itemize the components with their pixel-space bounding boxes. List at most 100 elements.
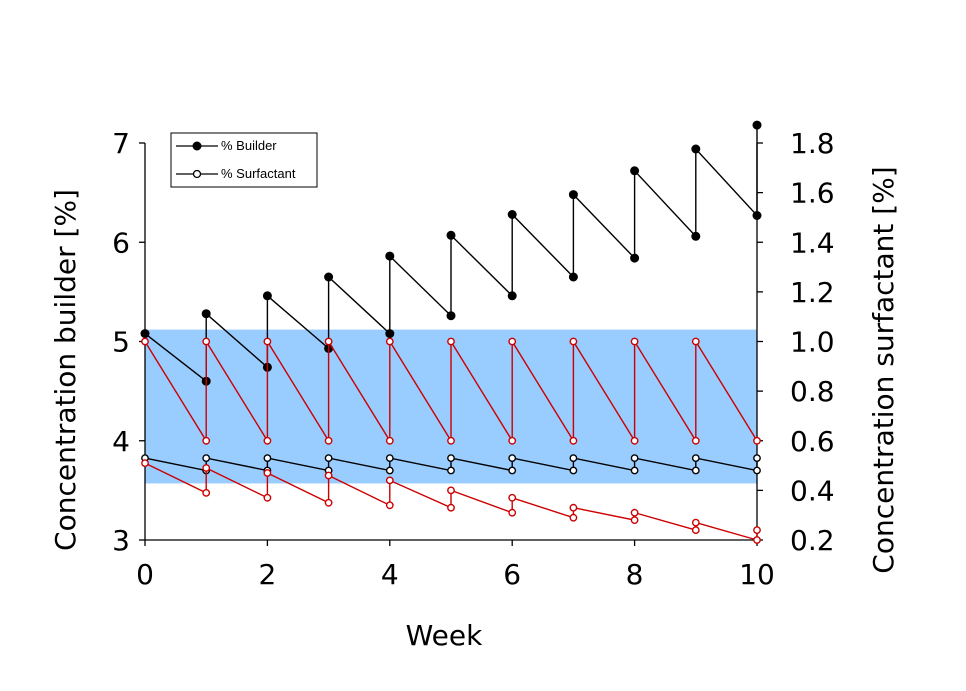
series-layer (140, 120, 762, 544)
y-right-tick-label: 1.2 (790, 276, 835, 309)
x-tick-label: 4 (381, 558, 399, 591)
data-point (753, 454, 761, 462)
data-point (508, 508, 517, 517)
x-tick-label: 2 (258, 558, 276, 591)
data-point (447, 337, 455, 346)
data-point (630, 337, 639, 346)
data-point (753, 466, 761, 475)
data-point (141, 337, 149, 346)
y-right-tick-label: 1.6 (790, 177, 835, 210)
legend-builder-marker (192, 141, 202, 151)
data-point (691, 518, 700, 527)
x-tick-label: 6 (503, 558, 521, 591)
data-point (201, 309, 211, 319)
data-point (569, 503, 578, 512)
y-right-tick-label: 1.0 (790, 326, 835, 359)
data-point (447, 454, 455, 462)
data-point (385, 501, 394, 510)
data-point (508, 466, 517, 475)
data-point (263, 469, 272, 477)
data-point (691, 231, 701, 241)
data-point (140, 329, 150, 339)
data-point (568, 272, 578, 282)
data-point (508, 454, 517, 462)
data-point (630, 466, 639, 475)
series-line (144, 339, 758, 444)
data-point (508, 337, 517, 346)
data-point (385, 466, 394, 475)
data-point (202, 436, 211, 445)
data-point (691, 454, 700, 462)
data-point (385, 476, 394, 485)
data-point (202, 464, 211, 472)
data-point (447, 486, 455, 495)
data-point (263, 436, 272, 445)
data-point (141, 459, 149, 467)
data-point (630, 166, 640, 176)
data-point (263, 337, 272, 346)
data-point (262, 291, 272, 301)
x-tick-label: 10 (739, 558, 775, 591)
data-point (447, 503, 455, 512)
y-left-tick-label: 5 (112, 326, 130, 359)
data-point (691, 436, 700, 445)
y-right-tick-label: 0.2 (790, 524, 835, 557)
data-point (568, 190, 578, 200)
data-point (569, 466, 578, 475)
y-left-tick-label: 3 (112, 524, 130, 557)
legend-builder-label: % Builder (221, 138, 277, 153)
data-point (507, 209, 517, 219)
data-point (569, 337, 578, 346)
data-point (753, 526, 761, 534)
data-point (630, 436, 639, 445)
data-point (446, 311, 456, 321)
data-point (324, 471, 333, 480)
data-point (691, 337, 700, 346)
y-left-tick-label: 6 (112, 226, 130, 259)
data-point (630, 508, 639, 517)
data-point (630, 516, 639, 524)
y-left-tick-label: 4 (112, 425, 130, 458)
data-point (385, 454, 394, 462)
x-axis-title: Week (406, 619, 483, 652)
data-point (508, 436, 517, 445)
series-3 (141, 337, 761, 445)
data-point (324, 272, 334, 282)
data-point (385, 436, 394, 445)
y-right-tick-label: 0.6 (790, 425, 835, 458)
x-tick-label: 8 (626, 558, 644, 591)
data-point (753, 436, 761, 445)
data-point (263, 493, 272, 502)
data-point (446, 230, 456, 240)
data-point (569, 436, 578, 445)
data-point (691, 144, 701, 154)
legend-surfactant-marker (192, 169, 202, 179)
data-point (569, 513, 578, 522)
legend: % Builder % Surfactant (170, 132, 318, 188)
data-point (202, 488, 211, 497)
data-point (385, 251, 395, 261)
x-tick-label: 0 (136, 558, 154, 591)
data-point (691, 526, 700, 534)
data-point (202, 337, 211, 346)
data-point (508, 493, 517, 502)
data-point (385, 329, 395, 339)
y-right-tick-label: 1.4 (790, 226, 835, 259)
data-point (324, 498, 333, 507)
data-point (324, 337, 333, 346)
labels-layer: Week Concentration builder [%] Concentra… (49, 166, 900, 652)
data-point (507, 291, 517, 301)
data-point (753, 536, 761, 544)
y-right-axis-title: Concentration surfactant [%] (867, 166, 900, 573)
data-point (752, 210, 762, 220)
y-right-tick-label: 0.8 (790, 375, 835, 408)
y-right-tick-label: 0.4 (790, 474, 835, 507)
data-point (630, 454, 639, 462)
legend-surfactant-label: % Surfactant (221, 166, 296, 181)
series-4 (141, 459, 761, 544)
data-point (569, 454, 578, 462)
data-point (447, 466, 455, 475)
data-point (202, 454, 211, 462)
y-left-tick-label: 7 (112, 127, 130, 160)
